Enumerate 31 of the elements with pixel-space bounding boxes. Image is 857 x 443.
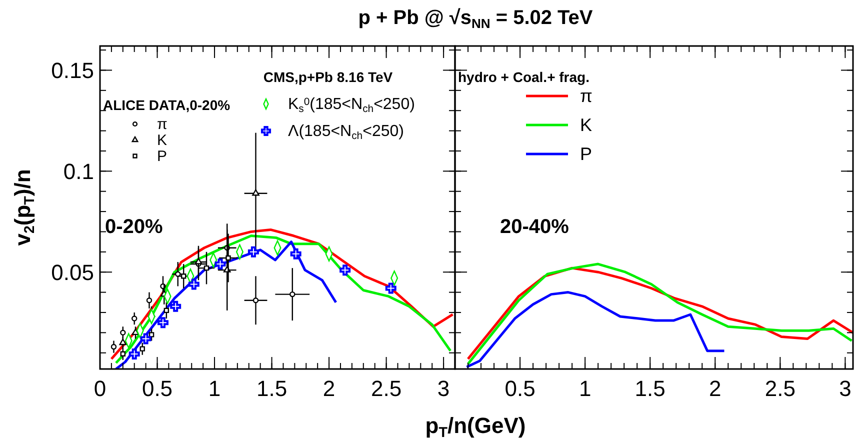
y-tick-label: 0.1 xyxy=(63,159,94,184)
x-tick-label: 1 xyxy=(578,376,592,401)
annotation: 0-20% xyxy=(105,216,164,238)
legend-label: Λ(185<N$_{ch}$<250) xyxy=(288,123,404,142)
legend-label: P xyxy=(157,148,168,165)
x-tick-label: 2 xyxy=(322,376,336,401)
legend-title: ALICE DATA,0-20% xyxy=(103,97,231,113)
x-tick-label: 2.5 xyxy=(370,376,402,401)
annotation: CMS,p+Pb 8.16 TeV xyxy=(263,69,394,85)
legend-label: K xyxy=(157,132,168,149)
chart-title: p + Pb @ √s$_{NN}$ = 5.02 TeV xyxy=(358,7,594,31)
x-tick-label: 2 xyxy=(709,376,722,401)
x-tick-label: 0.5 xyxy=(504,376,536,401)
legend-title: hydro + Coal.+ frag. xyxy=(458,69,590,85)
legend-label: P xyxy=(580,144,592,164)
legend-label: π xyxy=(157,116,168,133)
x-axis-title: p$_{T}$/n(GeV) xyxy=(425,413,526,442)
legend-label: K xyxy=(580,115,592,135)
x-tick-label: 2.5 xyxy=(764,376,796,401)
x-tick-label: 3 xyxy=(437,376,450,401)
annotation: 20-40% xyxy=(500,216,570,238)
y-tick-label: 0.05 xyxy=(51,260,94,286)
x-tick-label: 0 xyxy=(94,376,106,401)
legend-label: π xyxy=(580,86,592,106)
x-tick-label: 1.5 xyxy=(634,376,666,401)
x-tick-label: 3 xyxy=(839,376,852,401)
x-tick-label: 1 xyxy=(208,376,221,401)
y-tick-label: 0.15 xyxy=(51,58,94,84)
x-tick-label: 1.5 xyxy=(256,376,288,401)
x-tick-label: 0.5 xyxy=(142,376,173,401)
legend-label: K$_{s}$$^{0}$(185<N$_{ch}$<250) xyxy=(288,96,415,115)
